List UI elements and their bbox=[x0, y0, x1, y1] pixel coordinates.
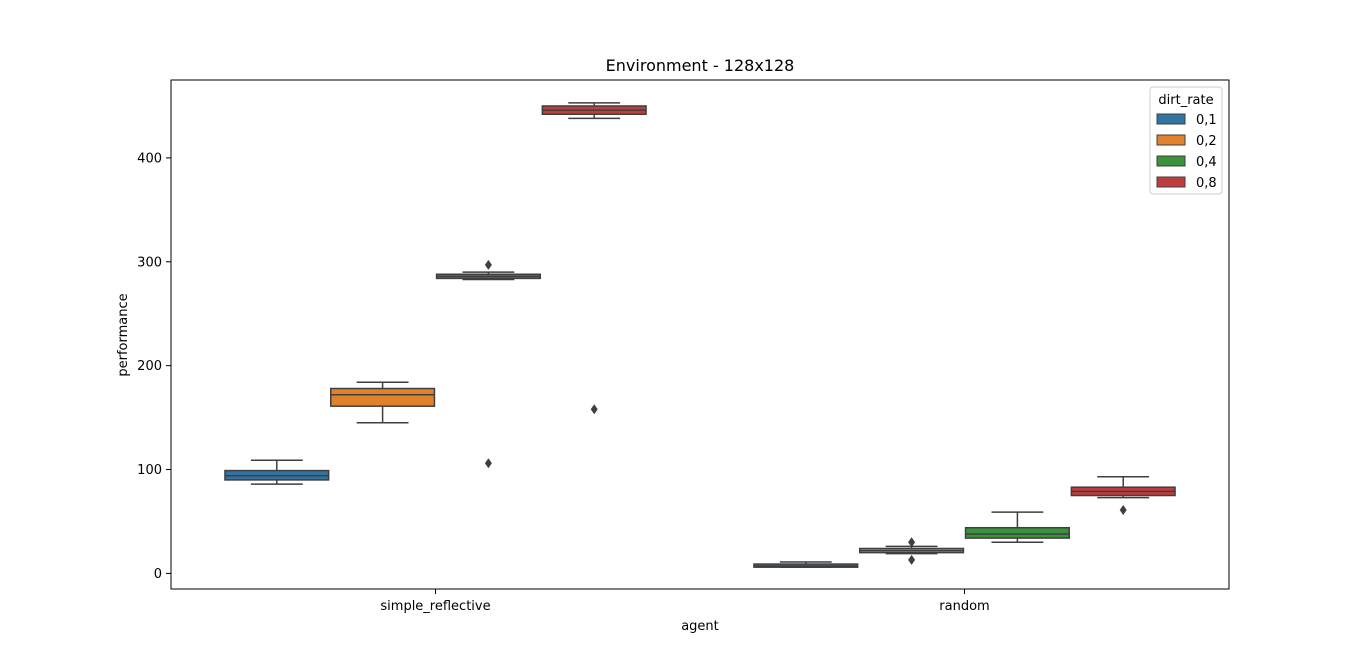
outlier-point bbox=[908, 537, 916, 548]
y-tick-label: 100 bbox=[137, 463, 162, 478]
series-0-8 bbox=[541, 102, 1176, 516]
y-tick-label: 200 bbox=[137, 359, 162, 374]
y-tick-label: 400 bbox=[137, 151, 162, 166]
x-tick-label: simple_reflective bbox=[380, 599, 490, 614]
legend-entry-label: 0,1 bbox=[1196, 113, 1217, 128]
y-axis-label: performance bbox=[116, 293, 131, 376]
legend-entry-label: 0,2 bbox=[1196, 134, 1217, 149]
y-axis: 0 100 200 300 400 bbox=[137, 151, 171, 582]
chart-title: Environment - 128x128 bbox=[606, 56, 795, 75]
plot-area bbox=[224, 102, 1176, 568]
series-0-4 bbox=[435, 259, 1070, 544]
legend-swatch bbox=[1156, 113, 1186, 125]
outlier-point bbox=[1119, 505, 1127, 516]
legend-entry-label: 0,4 bbox=[1196, 155, 1217, 170]
legend-swatch bbox=[1156, 134, 1186, 146]
outlier-point bbox=[908, 554, 916, 565]
outlier-point bbox=[484, 259, 492, 270]
y-tick-label: 0 bbox=[154, 567, 162, 582]
x-axis: simple_reflective random bbox=[380, 589, 990, 614]
series-0-1 bbox=[224, 459, 859, 568]
legend-entry-label: 0,8 bbox=[1196, 176, 1217, 191]
legend-swatch bbox=[1156, 155, 1186, 167]
series-0-2 bbox=[330, 381, 965, 565]
x-axis-label: agent bbox=[681, 619, 719, 634]
legend-title: dirt_rate bbox=[1158, 93, 1213, 108]
legend: dirt_rate 0,1 0,2 0,4 0,8 bbox=[1149, 86, 1223, 195]
outlier-point bbox=[590, 404, 598, 415]
plot-frame bbox=[170, 79, 1230, 590]
outlier-point bbox=[484, 458, 492, 469]
legend-swatch bbox=[1156, 176, 1186, 188]
box bbox=[964, 526, 1070, 539]
box bbox=[330, 387, 436, 407]
x-tick-label: random bbox=[939, 599, 989, 614]
y-tick-label: 300 bbox=[137, 255, 162, 270]
